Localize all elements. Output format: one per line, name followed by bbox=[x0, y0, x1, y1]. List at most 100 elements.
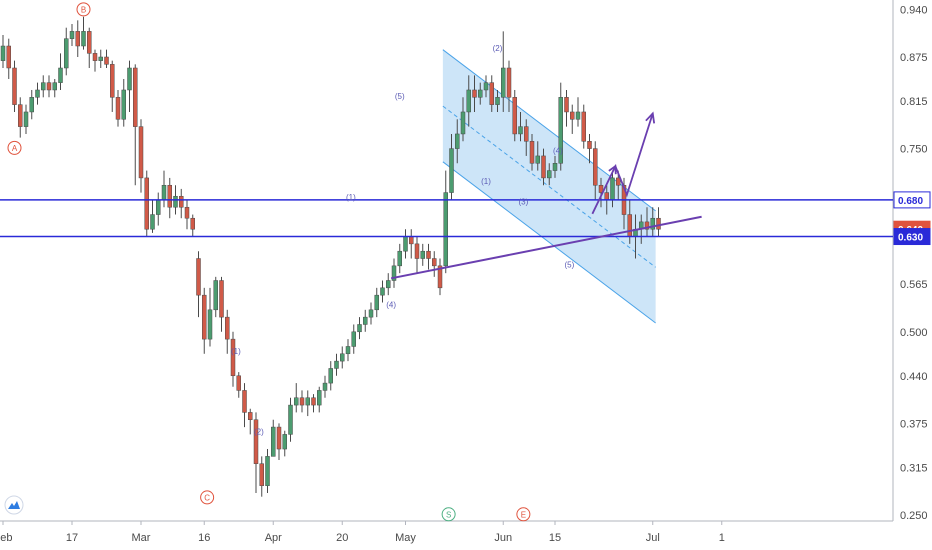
candle bbox=[374, 287, 379, 318]
candle-body-up bbox=[173, 195, 178, 208]
candle bbox=[581, 104, 586, 149]
candle-body-up bbox=[23, 111, 29, 127]
candle bbox=[52, 78, 57, 98]
candle-body-up bbox=[363, 316, 368, 325]
circled-wave-label: E bbox=[516, 507, 531, 522]
candle bbox=[213, 276, 218, 318]
candle-body-up bbox=[64, 38, 69, 69]
label-circle bbox=[516, 507, 531, 522]
candle bbox=[219, 276, 224, 332]
candle-body-down bbox=[259, 463, 264, 486]
candle bbox=[127, 60, 132, 112]
price-tick-label: 0.375 bbox=[900, 418, 928, 430]
price-tag-box bbox=[893, 228, 931, 246]
time-tick-label: 1 bbox=[719, 532, 725, 544]
candle bbox=[570, 104, 575, 134]
candle bbox=[340, 346, 345, 369]
price-tick-label: 0.315 bbox=[900, 462, 928, 474]
candle bbox=[317, 386, 322, 413]
candle-body-down bbox=[196, 258, 201, 296]
candle-body-up bbox=[558, 97, 563, 164]
candle bbox=[288, 397, 293, 442]
candle bbox=[656, 207, 661, 237]
candle bbox=[322, 375, 328, 398]
candle-body-up bbox=[420, 250, 425, 259]
candle-body-up bbox=[52, 82, 57, 91]
candle bbox=[29, 89, 34, 120]
candle bbox=[167, 177, 172, 219]
time-tick-label: Mar bbox=[132, 532, 151, 544]
candle-body-down bbox=[190, 217, 195, 230]
candle bbox=[202, 287, 207, 354]
candle bbox=[449, 133, 454, 200]
candle-body-down bbox=[604, 192, 609, 201]
candle bbox=[512, 89, 517, 142]
price-tick-label: 0.500 bbox=[900, 327, 928, 339]
candle bbox=[104, 49, 109, 68]
candle bbox=[69, 24, 75, 47]
candle-body-up bbox=[317, 390, 322, 406]
candle-body-up bbox=[41, 82, 46, 91]
candle bbox=[190, 214, 195, 237]
wave-label: (2) bbox=[493, 44, 503, 53]
candle-body-up bbox=[374, 294, 379, 311]
candle bbox=[466, 75, 471, 127]
candle-body-up bbox=[460, 111, 466, 135]
candle-body-down bbox=[437, 265, 443, 289]
candle-body-up bbox=[466, 89, 471, 113]
wave-label: (2) bbox=[254, 427, 264, 436]
channel-lower-line bbox=[442, 161, 656, 324]
support-trendline bbox=[390, 215, 702, 280]
wave-label: (5) bbox=[395, 92, 405, 101]
candle-body-down bbox=[179, 195, 184, 208]
candle bbox=[271, 419, 276, 457]
label-circle bbox=[441, 507, 456, 522]
candle-body-down bbox=[627, 214, 632, 237]
candle-body-down bbox=[587, 141, 592, 149]
candle-body-down bbox=[242, 390, 247, 413]
candle-body-up bbox=[552, 163, 558, 171]
candle bbox=[351, 324, 356, 354]
candle-body-down bbox=[202, 294, 207, 340]
candle-body-down bbox=[656, 217, 661, 230]
time-tick-label: Jul bbox=[646, 532, 660, 544]
candle-body-down bbox=[104, 56, 109, 65]
candle bbox=[420, 243, 425, 266]
time-tick-label: 16 bbox=[198, 532, 210, 544]
candle bbox=[397, 243, 402, 274]
candle bbox=[650, 207, 655, 237]
candle bbox=[558, 82, 563, 171]
price-tag: 0.630 bbox=[893, 228, 931, 246]
candle-body-down bbox=[230, 338, 236, 377]
candle-body-down bbox=[524, 126, 529, 142]
candle-body-up bbox=[483, 82, 489, 91]
candle-body-down bbox=[311, 397, 316, 406]
candle-body-down bbox=[18, 104, 23, 127]
label-letter: B bbox=[81, 5, 86, 14]
label-letter: A bbox=[12, 144, 18, 153]
wave-label: (5) bbox=[564, 260, 574, 269]
candle bbox=[386, 273, 391, 296]
candle bbox=[391, 258, 397, 288]
candle-body-up bbox=[150, 214, 155, 230]
candle bbox=[46, 75, 52, 98]
candle-body-up bbox=[69, 31, 75, 39]
candle-body-down bbox=[92, 53, 98, 61]
circled-wave-label: S bbox=[441, 507, 456, 522]
label-circle bbox=[7, 140, 22, 155]
drawn-lines[interactable] bbox=[0, 111, 893, 280]
candle bbox=[311, 394, 316, 413]
tradingview-icon[interactable] bbox=[4, 495, 24, 515]
time-axis[interactable]: Feb 17 Mar 16 Apr 20 May Jun 15 Jul 1 bbox=[0, 521, 725, 544]
candle-body-up bbox=[98, 56, 103, 61]
candle-body-up bbox=[29, 97, 34, 113]
price-tag-label: 0.680 bbox=[898, 196, 923, 207]
candle-body-down bbox=[225, 316, 230, 340]
candle bbox=[87, 27, 92, 68]
candle-body-down bbox=[414, 243, 420, 259]
price-axis[interactable]: 0.940 0.875 0.815 0.750 0.565 0.500 0.440 0.375… bbox=[893, 4, 931, 522]
candle-body-down bbox=[253, 419, 259, 464]
price-tag: 0.680 bbox=[893, 191, 931, 209]
